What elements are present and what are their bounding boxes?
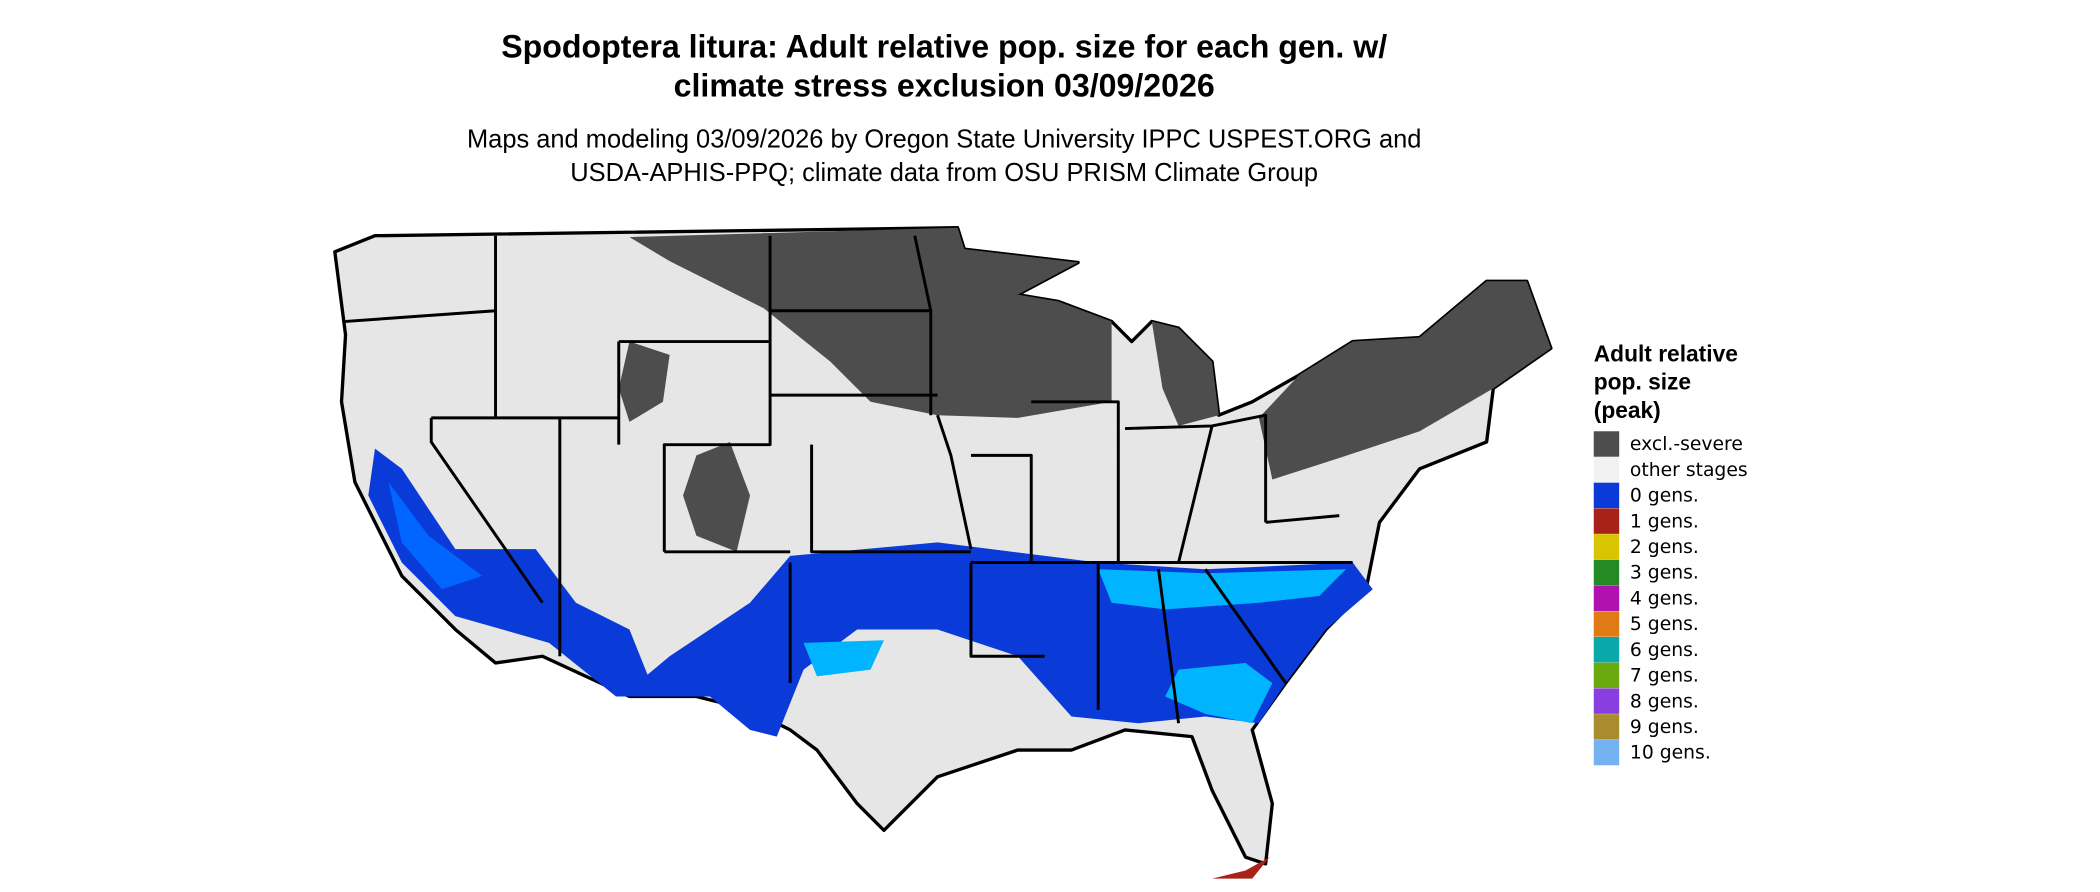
- excluded-region: [1258, 281, 1551, 480]
- gen-zero-region: [803, 569, 1346, 724]
- legend-swatch: [1593, 688, 1620, 714]
- legend-label: 9 gens.: [1630, 717, 1699, 738]
- legend-label: 7 gens.: [1630, 666, 1699, 687]
- legend-swatch: [1593, 456, 1620, 483]
- subtitle-line: Maps and modeling 03/09/2026 by Oregon S…: [467, 125, 1421, 153]
- legend-label: excl.-severe: [1630, 434, 1743, 455]
- legend-swatch: [1593, 585, 1620, 611]
- legend-label: 8 gens.: [1630, 691, 1699, 712]
- state-lines: [345, 235, 1353, 724]
- legend-swatch: [1593, 714, 1620, 740]
- excluded-region: [683, 441, 750, 552]
- legend-swatch: [1593, 662, 1620, 689]
- legend: Adult relative pop. size (peak) excl.-se…: [1593, 341, 1748, 766]
- subtitle-line: USDA-APHIS-PPQ; climate data from OSU PR…: [570, 159, 1318, 187]
- legend-label: 0 gens.: [1630, 486, 1699, 507]
- excluded-region: [629, 227, 1112, 418]
- legend-swatch: [1593, 739, 1620, 766]
- legend-label: 6 gens.: [1630, 640, 1699, 661]
- title-line: climate stress exclusion 03/09/2026: [674, 67, 1215, 103]
- legend-label: 4 gens.: [1630, 588, 1699, 609]
- excluded-region: [1151, 321, 1219, 426]
- gen-zero-region: [388, 482, 483, 590]
- legend-label: 5 gens.: [1630, 614, 1699, 635]
- legend-title: pop. size: [1594, 369, 1691, 395]
- legend-label: 2 gens.: [1630, 537, 1699, 558]
- gen-zero-region: [368, 448, 657, 697]
- legend-swatch: [1593, 559, 1620, 586]
- legend-title: Adult relative: [1594, 341, 1738, 367]
- title-line: Spodoptera litura: Adult relative pop. s…: [501, 29, 1387, 65]
- legend-swatch: [1593, 508, 1620, 534]
- legend-title: (peak): [1594, 397, 1661, 423]
- legend-label: other stages: [1630, 460, 1748, 481]
- legend-swatch: [1593, 431, 1620, 457]
- excluded-region: [618, 341, 670, 422]
- us-map: [333, 226, 1553, 879]
- legend-swatch: [1593, 636, 1620, 663]
- legend-swatch: [1593, 534, 1620, 560]
- legend-swatch: [1593, 482, 1620, 509]
- legend-swatch: [1593, 611, 1620, 637]
- gen-one-spot: [1212, 857, 1270, 879]
- legend-label: 3 gens.: [1630, 563, 1699, 584]
- legend-label: 1 gens.: [1630, 511, 1699, 532]
- legend-label: 10 gens.: [1630, 743, 1711, 764]
